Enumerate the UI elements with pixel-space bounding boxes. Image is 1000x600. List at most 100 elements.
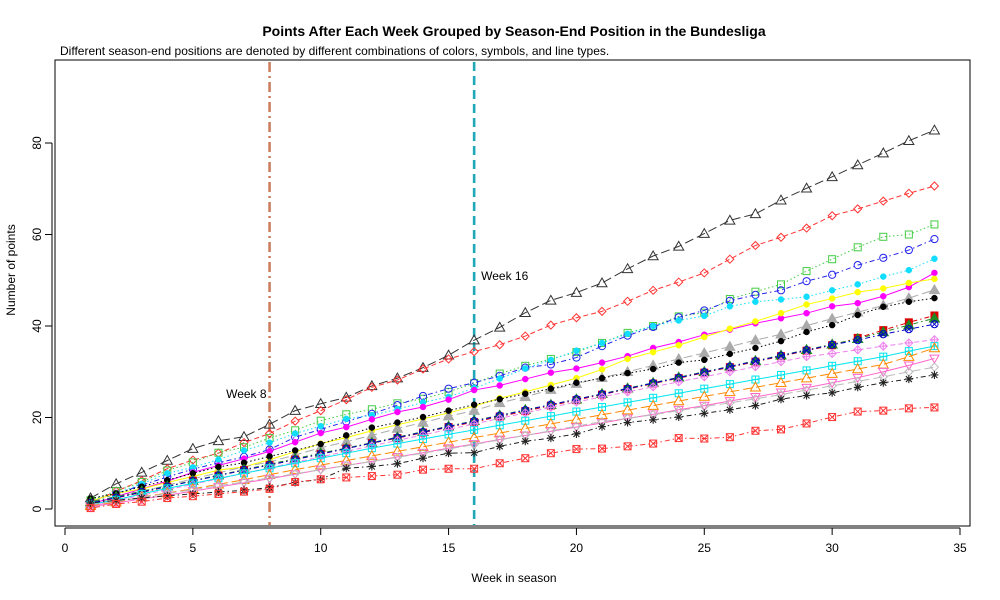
data-point [239, 437, 249, 448]
data-point [802, 267, 811, 276]
data-point [266, 439, 273, 446]
data-point [495, 340, 505, 350]
data-point [161, 454, 174, 465]
series-line [90, 345, 935, 505]
data-point [853, 243, 862, 252]
data-point [240, 486, 248, 495]
data-point [879, 378, 888, 387]
data-point [392, 375, 403, 385]
series-layer [84, 124, 941, 513]
y-tick-label: 0 [30, 505, 44, 512]
data-point [777, 395, 785, 404]
data-point [699, 268, 709, 278]
series-line [90, 185, 935, 504]
data-point [596, 276, 608, 288]
data-point [317, 440, 324, 448]
data-point [647, 249, 660, 261]
data-point [649, 348, 657, 356]
data-point [265, 484, 274, 493]
data-point [314, 397, 327, 409]
data-point [802, 391, 811, 400]
data-point [930, 403, 939, 412]
data-point [749, 381, 762, 392]
data-point [853, 407, 862, 416]
data-point [725, 433, 734, 442]
data-point [777, 280, 785, 289]
series-line [90, 258, 935, 502]
data-point [598, 339, 606, 347]
data-point [828, 295, 836, 302]
data-point [394, 419, 401, 426]
data-point [880, 303, 887, 311]
data-point [419, 413, 427, 421]
data-point [317, 429, 324, 437]
data-point [777, 425, 785, 434]
series-line [90, 297, 935, 499]
data-point [750, 362, 761, 372]
data-point [930, 320, 939, 329]
data-point [698, 227, 711, 238]
data-point [905, 298, 913, 306]
data-point [265, 483, 274, 492]
data-point [214, 488, 223, 497]
data-point [544, 294, 557, 305]
data-point [828, 255, 837, 264]
data-point [675, 317, 682, 324]
data-point [904, 404, 913, 413]
data-point [469, 439, 479, 450]
data-point [264, 473, 275, 483]
data-point [775, 376, 787, 387]
data-point [215, 463, 222, 471]
data-point [419, 465, 427, 474]
data-point [291, 430, 299, 437]
data-point [854, 281, 861, 288]
x-axis-label: Week in season [471, 571, 556, 585]
data-point [931, 269, 938, 277]
data-point [368, 416, 376, 423]
data-point [368, 424, 376, 431]
data-point [289, 404, 302, 415]
data-point [547, 369, 555, 376]
data-point [342, 464, 351, 473]
data-point [700, 409, 709, 418]
data-point [851, 362, 864, 374]
annotation-label: Week 8 [226, 387, 267, 401]
data-point [572, 445, 581, 454]
data-point [853, 261, 862, 270]
data-point [675, 359, 682, 366]
data-point [674, 277, 684, 287]
data-point [597, 392, 607, 402]
data-point [394, 408, 401, 416]
data-point [828, 321, 836, 329]
data-point [624, 355, 631, 363]
data-point [902, 134, 915, 145]
data-point [880, 273, 887, 280]
data-point [572, 429, 581, 438]
data-point [700, 434, 709, 443]
data-point [186, 442, 199, 453]
series-line [90, 289, 935, 505]
data-point [826, 170, 839, 182]
data-point [802, 419, 811, 428]
data-point [238, 430, 250, 441]
data-point [879, 253, 888, 262]
data-point [442, 436, 455, 447]
data-point [752, 298, 759, 306]
chart-subtitle: Different season-end positions are denot… [60, 44, 609, 58]
data-point [624, 369, 631, 377]
data-point [470, 448, 479, 457]
data-point [572, 353, 581, 362]
data-point [545, 427, 557, 437]
data-point [263, 418, 276, 429]
x-tick-label: 10 [314, 541, 328, 555]
data-point [598, 366, 606, 373]
data-point [391, 445, 404, 456]
data-point [776, 286, 786, 295]
data-point [135, 466, 148, 477]
data-point [803, 293, 810, 300]
data-point [547, 385, 555, 392]
data-point [240, 447, 248, 454]
data-point [264, 428, 275, 439]
data-point [468, 404, 481, 415]
